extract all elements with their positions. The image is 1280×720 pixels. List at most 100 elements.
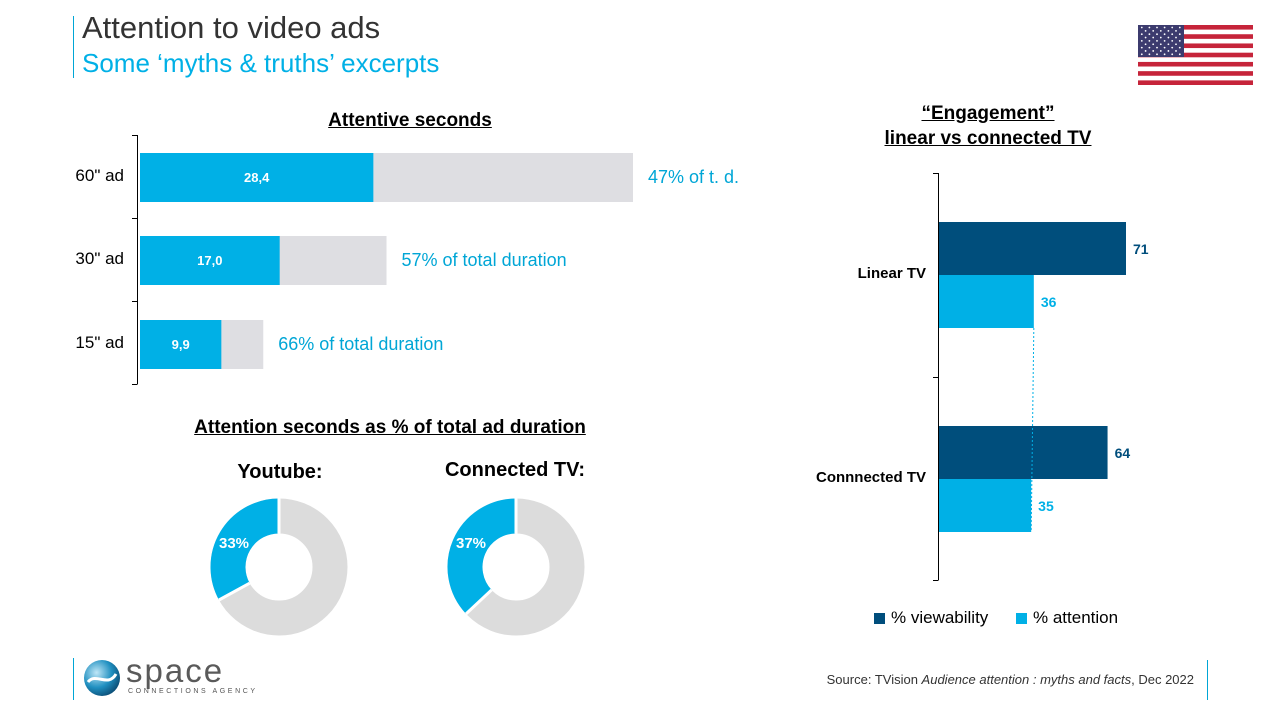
attention-bar (939, 275, 1034, 328)
flag-star (1171, 40, 1174, 42)
flag-star (1148, 53, 1151, 56)
viewability-bar (939, 222, 1126, 275)
flag-star (1163, 26, 1166, 29)
flag-star (1140, 53, 1143, 56)
flag-star (1178, 40, 1181, 42)
flag-stripe (1138, 43, 1253, 49)
attention-value-label: 36 (1040, 294, 1057, 310)
flag-star (1152, 36, 1155, 39)
source-title: Audience attention : myths and facts (921, 672, 1132, 687)
flag-star (1167, 43, 1170, 46)
flag-star (1159, 29, 1162, 32)
ctv-donut-title: Connected TV: (444, 459, 585, 481)
flag-star (1140, 46, 1143, 49)
attentive-pct-label: 57% of total duration (401, 250, 567, 270)
flag-star (1152, 29, 1155, 32)
flag-stripe (1138, 71, 1253, 77)
flag-star (1140, 40, 1143, 42)
flag-stripe (1138, 57, 1253, 63)
flag-star (1167, 29, 1170, 32)
flag-star (1156, 53, 1158, 56)
engagement-title-line2: linear vs connected TV (884, 128, 1092, 149)
legend-label-viewability: % viewability (891, 608, 989, 627)
flag-star (1148, 40, 1151, 42)
flag-star (1156, 46, 1158, 49)
flag-stripe (1138, 38, 1253, 44)
flag-star (1148, 46, 1151, 49)
attentive-category-label: 60" ad (75, 166, 124, 185)
attention-value-label: 35 (1038, 498, 1054, 514)
flag-star (1140, 33, 1143, 36)
legend-viewability: % viewability (874, 608, 988, 628)
attentive-pct-label: 47% of t. d. (648, 167, 740, 187)
flag-star (1171, 33, 1174, 36)
attentive-value-label: 28,4 (244, 170, 270, 185)
attentive-seconds-chart (132, 135, 633, 385)
page-subtitle: Some ‘myths & truths’ excerpts (82, 48, 440, 78)
source-prefix: Source: TVision (826, 672, 922, 687)
flag-star (1152, 43, 1155, 46)
flag-star (1144, 50, 1147, 52)
legend-swatch-viewability (874, 612, 885, 624)
donut-separator (218, 581, 251, 602)
flag-star (1171, 53, 1174, 56)
legend-label-attention: % attention (1033, 608, 1119, 627)
flag-star (1167, 36, 1170, 39)
attentive-value-label: 9,9 (171, 337, 190, 352)
flag-star (1175, 29, 1177, 32)
attentive-category-label: 15" ad (75, 333, 124, 352)
source-note: Source: TVision Audience attention : myt… (827, 672, 1194, 687)
viewability-value-label: 71 (1133, 241, 1149, 257)
space-logo: space CONNECTIONS AGENCY (80, 652, 255, 702)
us-flag-icon (1138, 25, 1253, 85)
viewability-value-label: 64 (1114, 445, 1131, 461)
engagement-title-line1: “Engagement” (921, 103, 1055, 124)
flag-star (1163, 40, 1166, 42)
donut-charts: 33% 37% (210, 498, 585, 636)
flag-star (1156, 33, 1158, 36)
flag-star (1152, 50, 1155, 52)
flag-star (1148, 33, 1151, 36)
space-logo-tagline: CONNECTIONS AGENCY (128, 688, 258, 695)
flag-star (1178, 33, 1181, 36)
engagement-category-label: Linear TV (857, 265, 926, 282)
attentive-seconds-title: Attentive seconds (328, 110, 492, 131)
space-logo-mark (84, 660, 120, 696)
flag-star (1144, 29, 1147, 32)
flag-star (1171, 26, 1174, 29)
flag-star (1175, 36, 1177, 39)
flag-stripe (1138, 48, 1253, 53)
flag-star (1163, 46, 1166, 49)
donut-section-title: Attention seconds as % of total ad durat… (194, 417, 586, 438)
source-suffix: , Dec 2022 (1131, 672, 1194, 687)
attentive-seconds-bar (140, 236, 280, 285)
flag-stripe (1138, 61, 1253, 67)
donut-value-label: 37% (456, 535, 486, 552)
legend-attention: % attention (1016, 608, 1118, 628)
attentive-pct-label: 66% of total duration (278, 334, 444, 354)
flag-star (1159, 36, 1162, 39)
donut-value-arc (210, 498, 280, 600)
flag-star (1156, 40, 1158, 42)
flag-stripe (1138, 34, 1253, 40)
flag-star (1144, 43, 1147, 46)
flag-stripe (1138, 80, 1253, 85)
flag-stripe (1138, 25, 1253, 30)
flag-star (1171, 46, 1174, 49)
flag-star (1175, 50, 1177, 52)
flag-star (1178, 26, 1181, 29)
footer-accent-line-right (1207, 660, 1208, 700)
flag-star (1175, 43, 1177, 46)
flag-star (1178, 53, 1181, 56)
engagement-category-label: Connnected TV (815, 469, 926, 486)
flag-stripe (1138, 75, 1253, 81)
attentive-value-label: 17,0 (197, 253, 223, 268)
youtube-donut-title: Youtube: (237, 461, 323, 483)
flag-stripe (1138, 52, 1253, 58)
flag-star (1167, 50, 1170, 52)
flag-stripe (1138, 29, 1253, 35)
header-accent-line (73, 16, 74, 78)
space-logo-name: space (126, 652, 225, 689)
attentive-category-label: 30" ad (75, 249, 124, 268)
flag-star (1140, 26, 1143, 29)
